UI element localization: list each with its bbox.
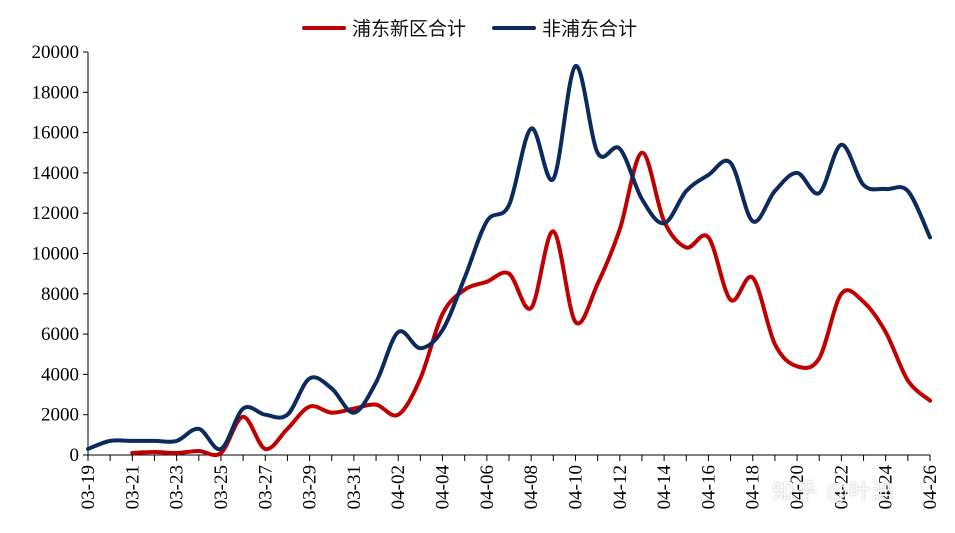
x-tick-label: 04-16 (698, 465, 719, 509)
x-tick-label: 03-23 (167, 465, 188, 509)
x-tick-label: 04-12 (610, 465, 631, 509)
series-line-pudong (130, 150, 932, 458)
x-tick-label: 04-06 (477, 465, 498, 509)
x-tick-label: 04-24 (876, 465, 897, 510)
series-line-non-pudong (86, 64, 932, 452)
y-tick-label: 6000 (41, 324, 79, 345)
x-tick-label: 03-19 (78, 465, 99, 509)
x-tick-label: 04-14 (654, 465, 675, 510)
x-tick-label: 04-22 (831, 465, 852, 509)
legend-item-non-pudong: 非浦东合计 (492, 14, 637, 41)
y-tick-label: 10000 (32, 244, 80, 265)
y-tick-label: 18000 (32, 82, 80, 103)
y-tick-label: 20000 (32, 42, 80, 63)
legend-swatch-pudong (302, 25, 346, 30)
x-tick-label: 04-18 (743, 465, 764, 509)
watermark-text: 知乎 @叶迪 (772, 480, 895, 505)
x-tick-label: 03-21 (122, 465, 143, 509)
x-tick-label: 04-26 (920, 465, 941, 509)
legend-item-pudong: 浦东新区合计 (302, 14, 466, 41)
x-tick-label: 04-02 (388, 465, 409, 509)
y-tick-label: 12000 (32, 203, 80, 224)
y-tick-label: 14000 (32, 163, 80, 184)
x-tick-label: 04-04 (433, 465, 454, 510)
x-tick-label: 03-29 (300, 465, 321, 509)
x-tick-label: 03-31 (344, 465, 365, 509)
y-tick-label: 0 (70, 445, 80, 466)
x-tick-label: 04-10 (565, 465, 586, 509)
x-tick-label: 04-20 (787, 465, 808, 509)
x-tick-label: 03-25 (211, 465, 232, 509)
x-tick-label: 04-08 (521, 465, 542, 509)
y-tick-label: 2000 (41, 405, 79, 426)
legend-swatch-non-pudong (492, 25, 537, 30)
y-tick-label: 8000 (41, 284, 79, 305)
y-tick-label: 4000 (41, 364, 79, 385)
y-tick-label: 16000 (32, 123, 80, 144)
x-tick-label: 03-27 (255, 465, 276, 509)
legend-label-pudong: 浦东新区合计 (352, 18, 467, 40)
chart-legend: 浦东新区合计 非浦东合计 (302, 14, 663, 41)
legend-label-non-pudong: 非浦东合计 (542, 18, 638, 40)
